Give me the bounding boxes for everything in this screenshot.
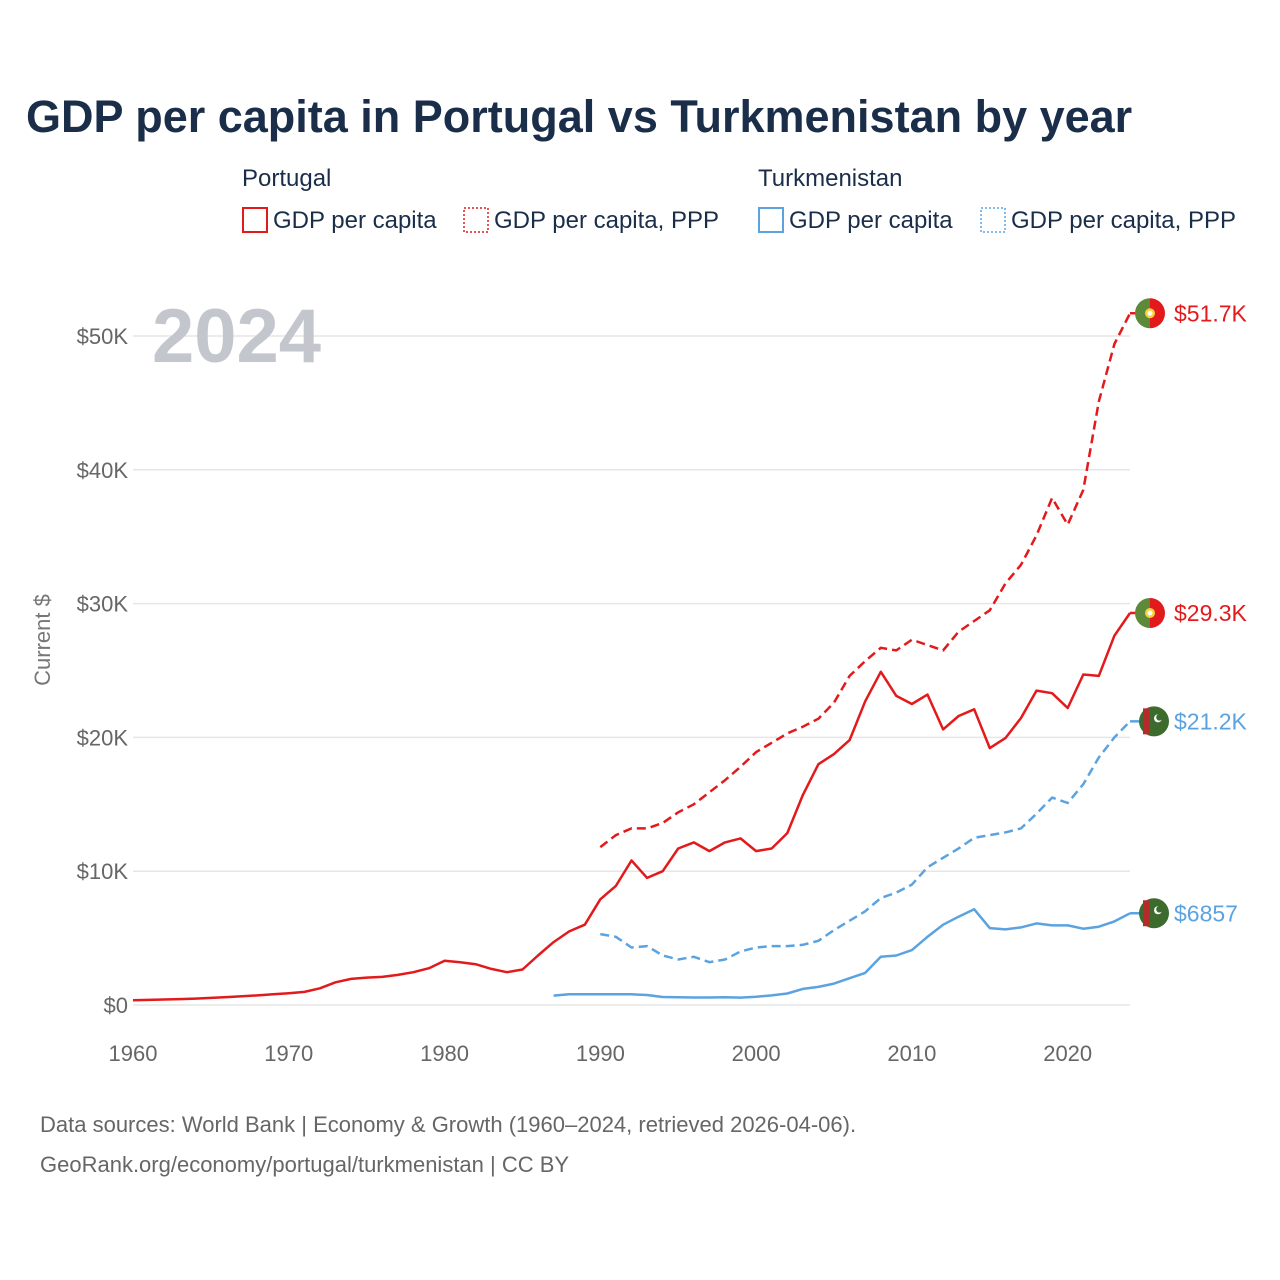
series-line-portugal-gdp bbox=[132, 612, 1132, 1002]
x-tick-label: 2020 bbox=[1043, 1041, 1092, 1066]
series-line-turkmenistan-gdp bbox=[553, 908, 1131, 999]
x-tick-label: 2010 bbox=[887, 1041, 936, 1066]
chart-title: GDP per capita in Portugal vs Turkmenist… bbox=[26, 91, 1132, 142]
legend-swatch-turkmenistan-gdp bbox=[758, 207, 784, 233]
end-value-label: $29.3K bbox=[1174, 600, 1248, 626]
x-tick-label: 2000 bbox=[732, 1041, 781, 1066]
source-line-2: GeoRank.org/economy/portugal/turkmenista… bbox=[40, 1152, 569, 1177]
series-line-portugal-ppp bbox=[599, 312, 1132, 849]
y-tick-label: $40K bbox=[77, 458, 129, 483]
x-tick-label: 1970 bbox=[264, 1041, 313, 1066]
end-value-label: $6857 bbox=[1174, 900, 1238, 926]
y-tick-label: $30K bbox=[77, 592, 129, 617]
legend-country-portugal: Portugal bbox=[242, 165, 331, 192]
x-tick-label: 1990 bbox=[576, 1041, 625, 1066]
portugal-flag-icon bbox=[1135, 298, 1166, 329]
y-tick-label: $50K bbox=[77, 324, 129, 349]
x-tick-label: 1980 bbox=[420, 1041, 469, 1066]
legend-label-turkmenistan-ppp: GDP per capita, PPP bbox=[1011, 207, 1236, 234]
end-markers: $29.3K $51.7K $6857 $21.2K bbox=[1130, 298, 1248, 929]
turkmenistan-flag-icon bbox=[1139, 706, 1169, 737]
y-axis-ticks: $0 $10K $20K $30K $40K $50K bbox=[77, 324, 129, 1018]
y-tick-label: $0 bbox=[104, 993, 128, 1018]
legend-swatch-portugal-gdp bbox=[242, 207, 268, 233]
legend: Portugal GDP per capita GDP per capita, … bbox=[242, 165, 1236, 234]
turkmenistan-flag-icon bbox=[1139, 898, 1169, 929]
portugal-flag-icon bbox=[1135, 597, 1166, 628]
legend-swatch-turkmenistan-ppp bbox=[980, 207, 1006, 233]
source-line-1: Data sources: World Bank | Economy & Gro… bbox=[40, 1112, 856, 1137]
grid bbox=[133, 335, 1130, 1006]
legend-country-turkmenistan: Turkmenistan bbox=[758, 165, 903, 192]
legend-swatch-portugal-ppp bbox=[463, 207, 489, 233]
series-line-turkmenistan-ppp bbox=[600, 720, 1131, 964]
y-axis-label: Current $ bbox=[30, 594, 55, 686]
legend-label-turkmenistan-gdp: GDP per capita bbox=[789, 207, 953, 234]
y-tick-label: $10K bbox=[77, 859, 129, 884]
legend-label-portugal-ppp: GDP per capita, PPP bbox=[494, 207, 719, 234]
end-value-label: $51.7K bbox=[1174, 300, 1248, 326]
x-axis-ticks: 1960 1970 1980 1990 2000 2010 2020 bbox=[109, 1041, 1093, 1066]
legend-label-portugal-gdp: GDP per capita bbox=[273, 207, 437, 234]
series bbox=[132, 312, 1132, 1002]
y-tick-label: $20K bbox=[77, 725, 129, 750]
year-watermark: 2024 bbox=[152, 294, 321, 379]
end-value-label: $21.2K bbox=[1174, 708, 1248, 734]
x-tick-label: 1960 bbox=[109, 1041, 158, 1066]
